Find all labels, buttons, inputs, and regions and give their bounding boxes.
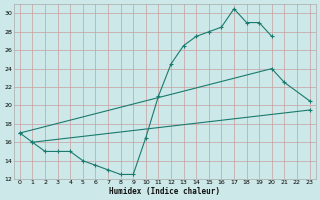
X-axis label: Humidex (Indice chaleur): Humidex (Indice chaleur) [109, 187, 220, 196]
